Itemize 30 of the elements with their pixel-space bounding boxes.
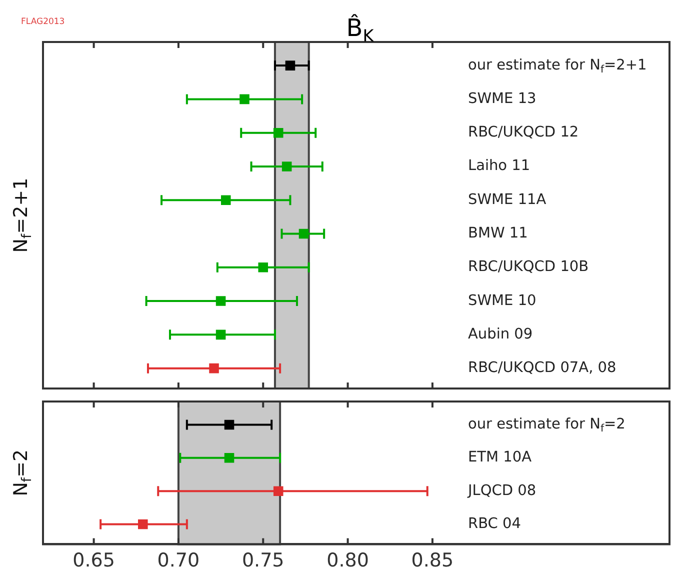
point [285,60,296,70]
y-tick-label: SWME 10 [468,292,536,309]
x-tick-label: 0.65 [72,550,115,572]
y-tick-label: BMW 11 [468,226,528,242]
point [240,94,250,104]
x-tick-label: 0.85 [411,550,454,572]
point [216,330,226,340]
text: FLAG2013 [21,17,65,28]
x-tick-label: 0.75 [242,550,284,572]
y-axis-title: Nf=2 [10,449,36,496]
x-tick-label: 0.80 [326,550,369,572]
point [282,162,292,172]
point [258,262,268,272]
point [273,128,284,138]
y-tick-label: RBC/UKQCD 10B [468,259,589,276]
x-tick-label: 0.70 [157,550,200,572]
y-tick-label: Aubin 09 [468,326,533,342]
y-tick-label: SWME 11A [468,192,546,208]
point [216,296,226,306]
y-tick-label: RBC/UKQCD 12 [468,124,579,141]
y-tick-label: ETM 10A [468,450,532,466]
point [298,228,309,239]
y-tick-label: SWME 13 [468,90,536,107]
y-tick-label: RBC/UKQCD 07A, 08 [468,360,616,376]
y-tick-label: Laiho 11 [468,158,530,174]
point [220,195,231,205]
y-axis-title: Nf=2+1 [10,178,36,253]
y-tick-label: RBC 04 [468,516,521,532]
point [209,363,219,374]
y-tick-label: JLQCD 08 [467,482,536,499]
